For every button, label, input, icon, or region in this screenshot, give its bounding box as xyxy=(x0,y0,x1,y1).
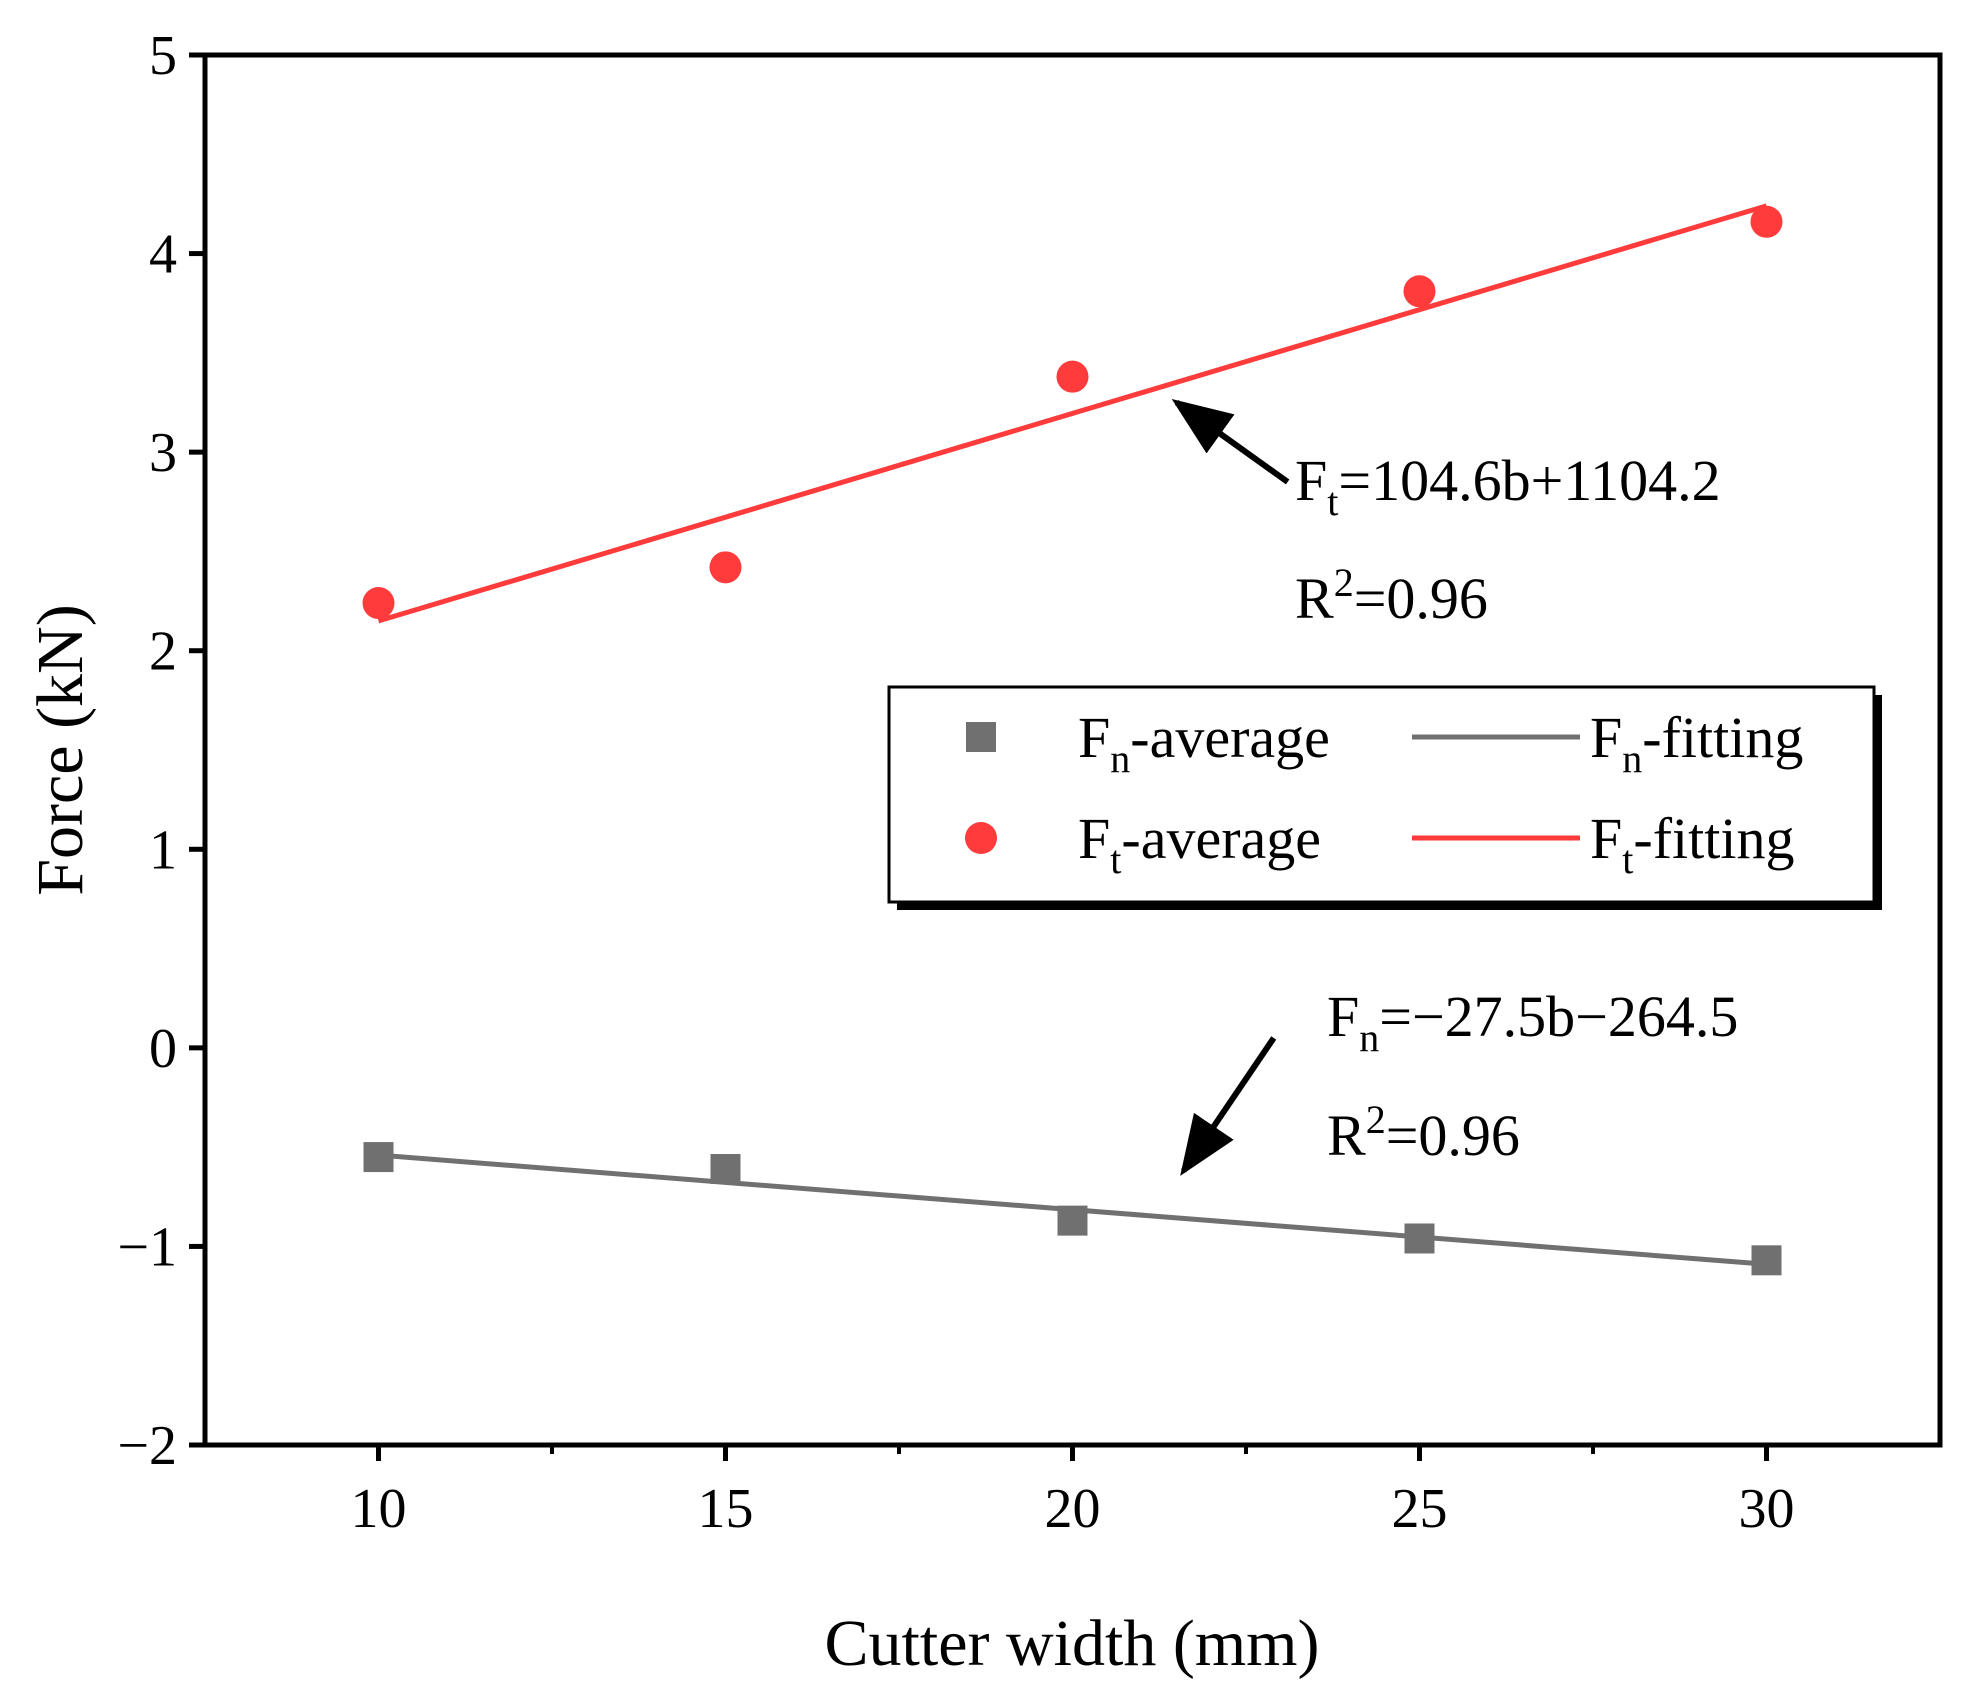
ft-annotation: Ft=104.6b+1104.2 R2=0.96 xyxy=(1171,399,1721,631)
legend-ft-average-label: Ft-average xyxy=(1078,806,1321,882)
x-tick-label: 30 xyxy=(1739,1478,1795,1540)
x-tick-label: 20 xyxy=(1045,1478,1101,1540)
x-tick-label: 25 xyxy=(1392,1478,1448,1540)
data-points xyxy=(362,205,1783,1276)
legend-fn-fitting-label: Fn-fitting xyxy=(1590,705,1803,781)
ft-average-point xyxy=(1403,275,1436,308)
legend: Fn-average Fn-fitting Ft-average Ft-fitt… xyxy=(887,685,1882,910)
fn-average-point xyxy=(1057,1205,1088,1236)
fn-average-point xyxy=(1404,1223,1435,1254)
y-tick-label: 0 xyxy=(149,1018,177,1080)
ft-average-point xyxy=(362,587,395,620)
y-axis-title: Force (kN) xyxy=(24,604,97,895)
ft-fit-r2: R2=0.96 xyxy=(1295,560,1488,631)
legend-fn-average-label: Fn-average xyxy=(1078,705,1330,781)
fn-fit-equation: Fn=−27.5b−264.5 xyxy=(1327,984,1738,1060)
fn-average-point xyxy=(710,1153,741,1184)
ft-fitting-line xyxy=(377,203,1768,624)
fn-fit-r2: R2=0.96 xyxy=(1327,1097,1520,1168)
ft-annotation-arrow xyxy=(1171,399,1290,485)
legend-ft-average-marker xyxy=(965,822,997,854)
y-tick-label: −2 xyxy=(117,1415,177,1477)
legend-box xyxy=(887,685,1876,904)
y-tick-label: 3 xyxy=(149,422,177,484)
x-tick-label: 15 xyxy=(698,1478,754,1540)
legend-ft-fitting-label: Ft-fitting xyxy=(1590,806,1794,882)
ft-average-point xyxy=(1750,205,1783,238)
ft-fit-equation: Ft=104.6b+1104.2 xyxy=(1295,448,1721,524)
x-tick-label: 10 xyxy=(351,1478,407,1540)
y-tick-label: 2 xyxy=(149,621,177,683)
fn-average-point xyxy=(363,1142,394,1173)
legend-fn-average-marker xyxy=(966,722,996,752)
fn-annotation-arrow xyxy=(1180,1036,1277,1176)
fn-average-point xyxy=(1751,1245,1782,1276)
y-tick-label: 1 xyxy=(149,819,177,881)
y-tick-label: 4 xyxy=(149,224,177,286)
ft-average-point xyxy=(1056,360,1089,393)
y-tick-label: 5 xyxy=(149,25,177,87)
x-axis-title: Cutter width (mm) xyxy=(825,1607,1320,1680)
fn-annotation: Fn=−27.5b−264.5 R2=0.96 xyxy=(1180,984,1738,1176)
y-tick-label: −1 xyxy=(117,1216,177,1278)
ft-average-point xyxy=(709,551,742,584)
